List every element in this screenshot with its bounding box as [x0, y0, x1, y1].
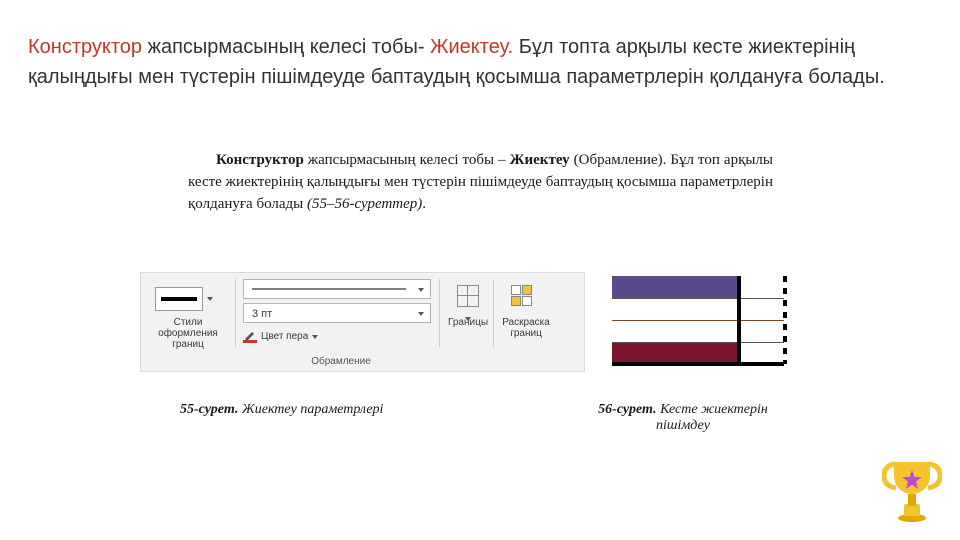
textbook-bold-1: Конструктор [216, 152, 304, 168]
border-style-line-icon [161, 297, 197, 301]
ribbon-borders-group: Стили оформления границ 3 пт Цвет пера О… [140, 272, 585, 372]
divider [235, 279, 236, 347]
table-row [612, 342, 737, 364]
line-style-preview-icon [252, 289, 406, 290]
chevron-down-icon[interactable] [418, 288, 424, 292]
table-row [612, 276, 737, 298]
figure-row: Стили оформления границ 3 пт Цвет пера О… [140, 272, 820, 402]
border-style-swatch[interactable] [155, 287, 203, 311]
borders-button[interactable] [451, 283, 485, 313]
borders-button-label: Границы [441, 317, 495, 328]
textbook-seg-1: жапсырмасының келесі тобы – [304, 152, 510, 168]
trophy-icon [882, 454, 942, 524]
line-weight-value: 3 пт [252, 308, 272, 320]
intro-paragraph: Конструктор жапсырмасының келесі тобы- Ж… [28, 32, 928, 92]
pen-color-underline [243, 340, 257, 343]
table-border-line [612, 362, 784, 366]
table-row [612, 320, 737, 342]
divider [439, 279, 440, 347]
pen-color-label: Цвет пера [261, 331, 308, 342]
intro-keyword-1: Конструктор [28, 36, 142, 58]
table-border-line [612, 342, 784, 343]
textbook-excerpt: Конструктор жапсырмасының келесі тобы – … [188, 150, 773, 215]
border-styles-label: Стили оформления границ [145, 317, 231, 350]
ribbon-group-label: Обрамление [241, 356, 441, 367]
border-painter-icon [511, 285, 533, 307]
caption-55-text: Жиектеу параметрлері [238, 402, 383, 417]
table-border-line [612, 298, 784, 299]
table-border-line [612, 320, 784, 321]
textbook-paragraph: Конструктор жапсырмасының келесі тобы – … [188, 150, 773, 215]
line-weight-combo[interactable]: 3 пт [243, 303, 431, 323]
sample-table-figure [612, 276, 787, 366]
intro-keyword-2: Жиектеу. [430, 36, 513, 58]
caption-56-text: Кесте жиектерін пішімдеу [656, 402, 768, 433]
caption-56: 56-сурет. Кесте жиектерін пішімдеу [578, 402, 788, 434]
line-style-combo[interactable] [243, 279, 431, 299]
textbook-italic: (55–56-суреттер) [307, 196, 422, 212]
divider [493, 279, 494, 347]
border-painter-button[interactable] [505, 283, 539, 313]
chevron-down-icon[interactable] [207, 297, 213, 301]
pen-color-icon [243, 329, 257, 343]
caption-56-number: 56-сурет. [598, 402, 656, 417]
border-painter-label: Раскраска границ [497, 317, 555, 339]
pen-color-button[interactable]: Цвет пера [243, 327, 318, 345]
table-border-line [737, 276, 741, 364]
table-row [612, 298, 737, 320]
chevron-down-icon[interactable] [312, 335, 318, 339]
table-border-dashed [783, 276, 787, 364]
borders-grid-icon [457, 285, 479, 307]
caption-55: 55-сурет. Жиектеу параметрлері [180, 402, 520, 418]
chevron-down-icon[interactable] [418, 312, 424, 316]
textbook-bold-2: Жиектеу [510, 152, 570, 168]
intro-seg-1: жапсырмасының келесі тобы- [142, 36, 430, 58]
caption-55-number: 55-сурет. [180, 402, 238, 417]
textbook-period: . [422, 196, 426, 212]
